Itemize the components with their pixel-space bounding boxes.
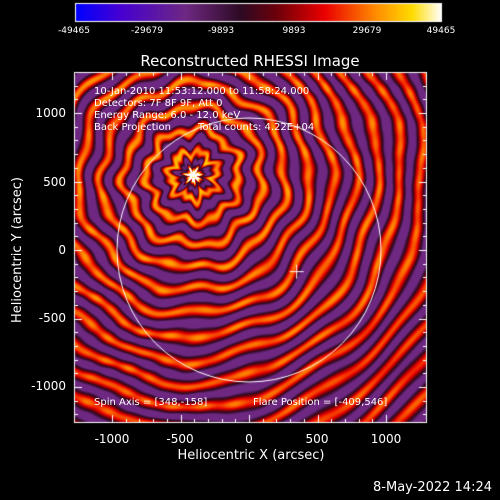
- time-range-label: 10-Jan-2010 11:53:12.000 to 11:58:24.000: [94, 86, 310, 97]
- y-tick-500: 500: [43, 175, 66, 189]
- colorbar-tick-4: 9893: [282, 26, 306, 36]
- y-tick-1000: 1000: [35, 106, 66, 120]
- colorbar-tick-2: -29679: [131, 26, 163, 36]
- x-tick-500: 500: [305, 432, 329, 446]
- energy-range-label: Energy Range: 6.0 - 12.0 keV: [94, 110, 241, 121]
- x-tick-0: 0: [245, 432, 253, 446]
- y-tick-neg1000: -1000: [31, 379, 66, 393]
- detectors-label: Detectors: 7F 8F 9F, Att 0: [94, 98, 223, 109]
- x-axis-label: Heliocentric X (arcsec): [0, 448, 500, 463]
- timestamp-label: 8-May-2022 14:24: [373, 480, 492, 495]
- image-title: Reconstructed RHESSI Image: [140, 52, 360, 70]
- y-axis-label: Heliocentric Y (arcsec): [10, 177, 25, 323]
- colorbar-tick-1: -49465: [58, 26, 90, 36]
- spin-axis-label: Spin Axis = [348,-158]: [94, 397, 208, 408]
- flare-position-label: Flare Position = [-409,546]: [253, 397, 388, 408]
- y-tick-0: 0: [58, 243, 66, 257]
- colorbar-tick-6: 49465: [426, 26, 456, 36]
- y-tick-neg500: -500: [38, 311, 66, 325]
- x-tick-neg1000: -1000: [94, 432, 130, 446]
- algorithm-label: Back Projection: [94, 122, 171, 133]
- colorbar-tick-3: -9893: [207, 26, 235, 36]
- colorbar-tick-5: 29679: [352, 26, 382, 36]
- x-axis-label-text: Heliocentric X (arcsec): [177, 448, 325, 463]
- total-counts-label: Total counts: 4.22E+04: [198, 122, 315, 133]
- x-tick-neg500: -500: [166, 432, 194, 446]
- x-tick-1000: 1000: [370, 432, 402, 446]
